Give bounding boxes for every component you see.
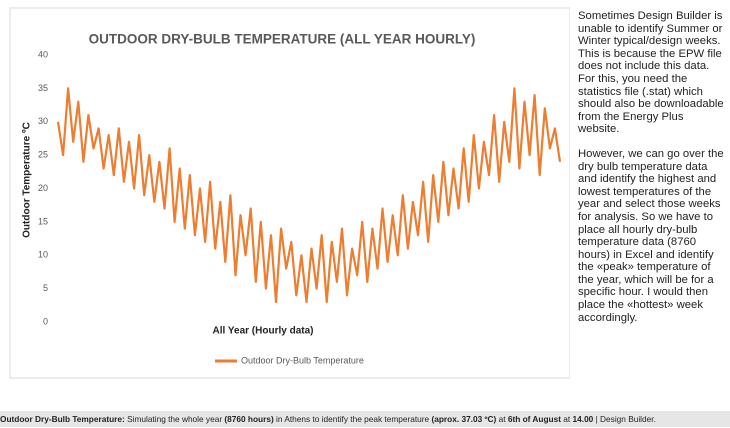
side-text: Sometimes Design Builder is unable to id… <box>578 10 728 336</box>
chart-frame <box>9 7 570 379</box>
y-tick-label: 20 <box>38 183 48 193</box>
y-tick-label: 25 <box>38 150 48 160</box>
chart-title: OUTDOOR DRY-BULB TEMPERATURE (ALL YEAR H… <box>89 32 476 47</box>
line-series <box>56 87 562 304</box>
y-tick-label: 0 <box>43 316 48 326</box>
caption-segment: (aprox. 37.03 ºC) <box>431 414 497 424</box>
x-axis-label: All Year (Hourly data) <box>213 326 314 337</box>
y-tick-label: 5 <box>43 283 48 293</box>
caption-segment: at <box>496 414 508 424</box>
caption-segment: Outdoor Dry-Bulb Temperature: <box>0 414 125 424</box>
caption-segment: Simulating the whole year <box>124 414 225 424</box>
y-tick-label: 10 <box>38 250 48 260</box>
y-tick-label: 15 <box>38 216 48 226</box>
caption: Outdoor Dry-Bulb Temperature: Simulating… <box>0 411 730 427</box>
y-tick-label: 40 <box>38 49 48 59</box>
y-tick-label: 35 <box>38 83 48 93</box>
caption-segment: 14.00 <box>572 414 594 424</box>
caption-segment: (8760 hours) <box>224 414 274 424</box>
caption-segment: | Design Builder. <box>593 414 656 424</box>
chart: OUTDOOR DRY-BULB TEMPERATURE (ALL YEAR H… <box>9 7 570 379</box>
paragraph: However, we can go over the dry bulb tem… <box>578 147 724 324</box>
caption-segment: in Athens to identify the peak temperatu… <box>273 414 432 424</box>
caption-segment: at <box>561 414 573 424</box>
legend-label: Outdoor Dry-Bulb Temperature <box>241 355 364 365</box>
paragraph: Sometimes Design Builder is unable to id… <box>578 10 724 136</box>
caption-segment: 6th of August <box>507 414 561 424</box>
y-axis-label: Outdoor Temperature ºC <box>22 122 33 238</box>
y-tick-label: 30 <box>38 116 48 126</box>
